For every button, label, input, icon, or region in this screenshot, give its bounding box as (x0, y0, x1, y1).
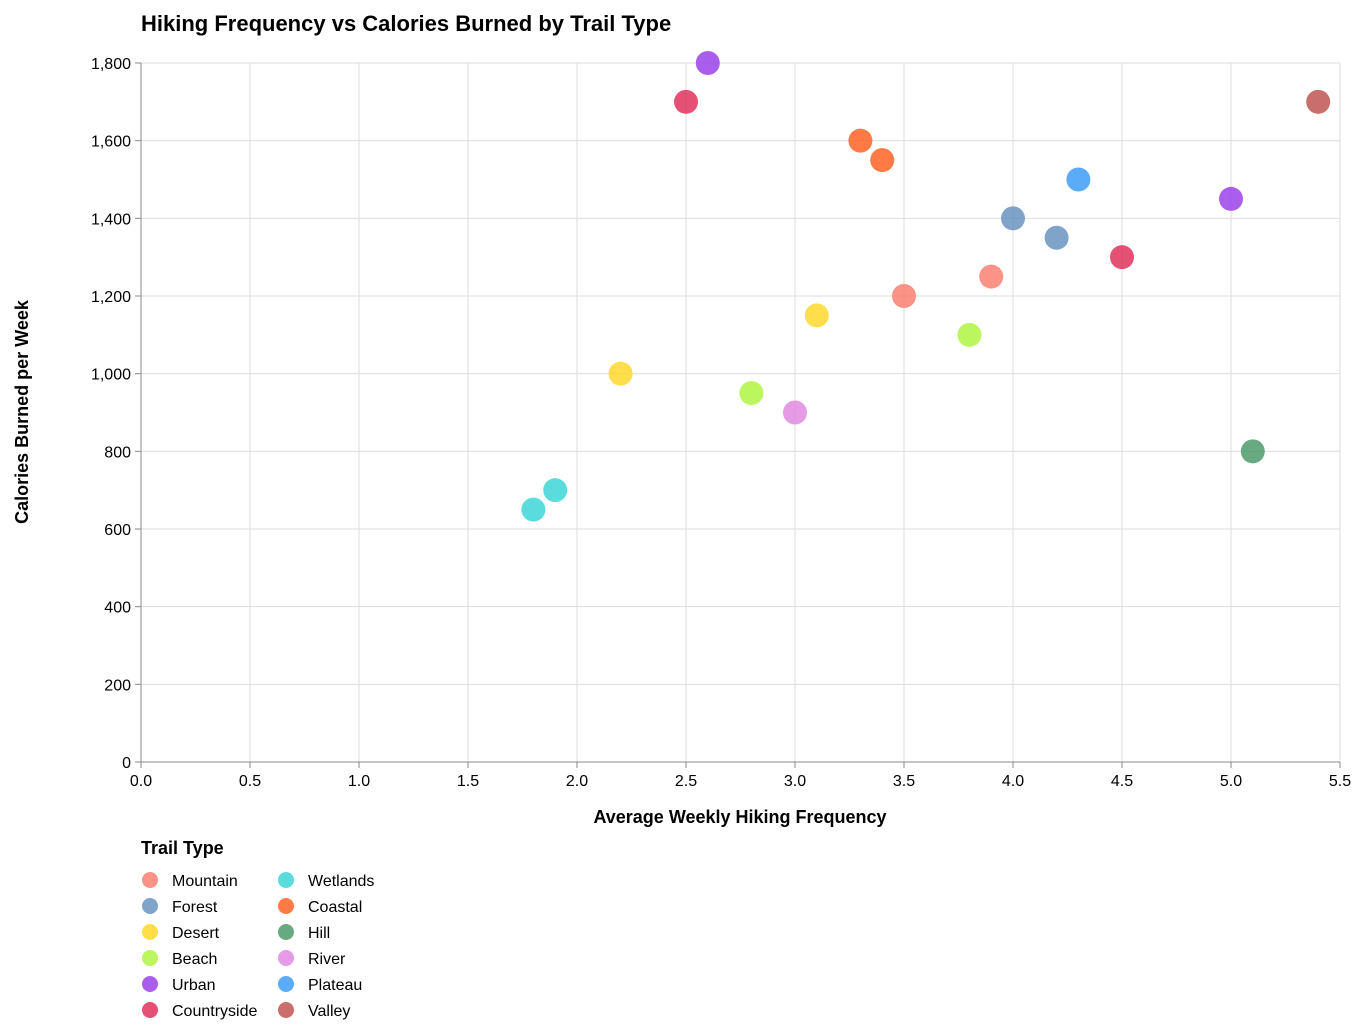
legend-swatch (142, 950, 158, 966)
legend-label: Coastal (308, 899, 362, 916)
legend-swatch (278, 898, 294, 914)
legend-label: Desert (172, 925, 220, 942)
data-point-valley (1306, 89, 1331, 114)
legend-label: River (308, 951, 346, 968)
data-point-desert (608, 361, 633, 386)
legend-label: Plateau (308, 977, 362, 994)
y-tick-label: 1,800 (91, 56, 131, 73)
data-points (521, 51, 1331, 522)
legend: Trail Type Mountain Forest Desert Beach Urba… (141, 838, 374, 1020)
legend-label: Countryside (172, 1003, 257, 1020)
y-tick-label: 0 (122, 755, 131, 772)
y-axis-title: Calories Burned per Week (12, 299, 32, 524)
data-point-plateau (1066, 167, 1091, 192)
y-tick-label: 200 (104, 677, 131, 694)
x-tick-label: 3.5 (893, 773, 915, 790)
legend-swatch (278, 1002, 294, 1018)
axes (140, 63, 1340, 763)
y-tick-label: 400 (104, 600, 131, 617)
x-tick-label: 4.5 (1111, 773, 1133, 790)
legend-label: Beach (172, 951, 217, 968)
y-tick-label: 1,600 (91, 134, 131, 151)
legend-label: Valley (308, 1003, 350, 1020)
legend-title: Trail Type (141, 838, 224, 858)
legend-swatch (278, 976, 294, 992)
data-point-desert (804, 303, 829, 328)
y-tick-label: 600 (104, 522, 131, 539)
data-point-coastal (870, 148, 895, 173)
legend-label: Urban (172, 977, 216, 994)
x-tick-label: 5.0 (1220, 773, 1242, 790)
legend-label: Mountain (172, 873, 238, 890)
data-point-forest (1001, 206, 1025, 231)
data-point-beach (957, 322, 982, 347)
data-point-countryside (674, 89, 698, 114)
x-tick-label: 1.5 (457, 773, 479, 790)
y-tick-label: 1,000 (91, 367, 131, 384)
legend-label: Wetlands (308, 873, 374, 890)
legend-swatch (278, 872, 294, 888)
legend-swatch (142, 898, 158, 914)
legend-swatch (142, 1002, 158, 1018)
legend-label: Hill (308, 925, 330, 942)
legend-swatch (142, 872, 158, 888)
y-tick-label: 800 (104, 444, 131, 461)
chart-title: Hiking Frequency vs Calories Burned by T… (141, 11, 671, 36)
x-tick-label: 4.0 (1002, 773, 1024, 790)
data-point-mountain (979, 264, 1004, 289)
x-tick-label: 3.0 (784, 773, 806, 790)
data-point-hill (1240, 439, 1265, 464)
data-point-river (783, 400, 807, 425)
legend-swatch (278, 924, 294, 940)
x-tick-label: 5.5 (1329, 773, 1351, 790)
data-point-beach (739, 381, 764, 406)
data-point-wetlands (543, 478, 568, 503)
data-point-coastal (848, 128, 873, 153)
x-tick-label: 0.5 (239, 773, 261, 790)
x-axis-title: Average Weekly Hiking Frequency (593, 807, 886, 827)
x-tick-label: 2.5 (675, 773, 697, 790)
y-tick-label: 1,200 (91, 289, 131, 306)
x-tick-label: 1.0 (348, 773, 370, 790)
data-point-urban (695, 51, 720, 75)
data-point-countryside (1110, 245, 1134, 270)
x-axis-ticks: 0.0 0.5 1.0 1.5 2.0 2.5 3.0 3.5 4.0 4.5 5.0 5.5 (130, 762, 1351, 790)
data-point-wetlands (521, 497, 546, 522)
legend-swatch (142, 976, 158, 992)
y-axis-ticks: 0 200 400 600 800 1,000 1,200 1,400 1,600 1,800 (91, 56, 141, 772)
legend-swatch (142, 924, 158, 940)
data-point-urban (1219, 186, 1243, 211)
data-point-mountain (892, 284, 916, 308)
legend-swatch (278, 950, 294, 966)
x-tick-label: 2.0 (566, 773, 588, 790)
legend-label: Forest (172, 899, 218, 916)
x-tick-label: 0.0 (130, 773, 152, 790)
data-point-forest (1044, 225, 1069, 250)
grid (140, 62, 1341, 763)
y-tick-label: 1,400 (91, 211, 131, 228)
